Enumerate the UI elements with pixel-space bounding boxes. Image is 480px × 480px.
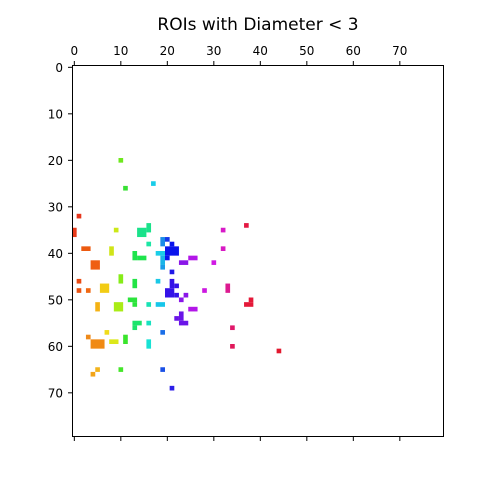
y-tick-label: 10 (48, 107, 63, 121)
plot-frame (72, 65, 444, 437)
roi-cell (85, 288, 91, 293)
roi-cell (276, 348, 282, 354)
roi-cell (220, 227, 226, 233)
roi-cell (169, 385, 175, 391)
roi-cell (178, 311, 184, 321)
roi-cell (90, 371, 96, 377)
roi-cell (165, 288, 175, 298)
roi-cell (151, 181, 156, 186)
roi-cell (178, 297, 184, 303)
y-tick-label: 0 (55, 61, 63, 75)
roi-cell (76, 288, 82, 293)
y-tick-label: 60 (48, 340, 63, 354)
roi-cell (169, 269, 175, 275)
roi-cell (113, 302, 124, 312)
x-tick-label: 70 (392, 44, 407, 58)
roi-cell (169, 278, 175, 289)
roi-cell (178, 260, 189, 265)
roi-cell (225, 283, 231, 293)
roi-cell (118, 158, 124, 163)
roi-cell (132, 325, 138, 331)
roi-cell (104, 330, 110, 335)
roi-cell (165, 246, 179, 256)
roi-cell (99, 283, 110, 293)
roi-cell (90, 339, 105, 349)
roi-cell (90, 260, 100, 270)
roi-cell (118, 367, 124, 372)
roi-cell (169, 241, 175, 247)
roi-cell (178, 320, 189, 326)
roi-cell (146, 223, 152, 233)
roi-cell (113, 227, 119, 233)
roi-cell (132, 251, 138, 261)
roi-cell (132, 302, 138, 307)
roi-cell (95, 302, 100, 312)
roi-cell (127, 297, 138, 303)
roi-cell (132, 278, 138, 289)
y-tick-label: 20 (48, 154, 63, 168)
roi-cell (146, 339, 152, 349)
roi-cell (132, 320, 142, 326)
roi-cell (174, 283, 179, 289)
roi-cell (183, 292, 189, 298)
roi-cell (188, 255, 198, 261)
roi-cell (109, 339, 119, 344)
roi-cell (174, 292, 179, 298)
roi-cells (72, 158, 282, 391)
roi-cell (211, 260, 217, 265)
roi-cell (155, 278, 161, 284)
roi-cell (230, 325, 235, 331)
x-tick-label: 20 (160, 44, 175, 58)
roi-cell (76, 213, 82, 219)
roi-cell (160, 237, 165, 247)
roi-cell (160, 367, 165, 372)
x-tick-label: 30 (206, 44, 221, 58)
x-tick-label: 40 (253, 44, 268, 58)
roi-cell (248, 297, 254, 303)
roi-cell (155, 302, 165, 307)
y-axis: 0 10 20 30 40 50 60 70 (48, 61, 72, 400)
roi-cell (146, 320, 152, 326)
roi-cell (137, 227, 147, 238)
roi-cell (123, 185, 128, 191)
roi-cell (188, 306, 198, 312)
y-tick-label: 30 (48, 200, 63, 214)
roi-cell (244, 302, 254, 307)
x-tick-label: 0 (71, 44, 79, 58)
x-axis: 0 10 20 30 40 50 60 70 (71, 44, 407, 441)
roi-cell (160, 264, 165, 270)
x-tick-label: 50 (299, 44, 314, 58)
roi-cell (160, 255, 165, 265)
roi-cell (85, 334, 91, 340)
roi-cell (146, 241, 152, 247)
roi-cell (230, 344, 235, 349)
roi-cell (174, 316, 179, 321)
roi-cell (202, 288, 207, 293)
roi-cell (165, 237, 170, 242)
y-tick-label: 50 (48, 293, 63, 307)
y-tick-label: 40 (48, 247, 63, 261)
x-tick-label: 60 (346, 44, 361, 58)
roi-cell (72, 227, 77, 238)
roi-cell (220, 246, 226, 251)
roi-cell (81, 246, 91, 251)
roi-cell (137, 255, 147, 261)
y-tick-label: 70 (48, 386, 63, 400)
roi-cell (109, 246, 114, 256)
roi-cell (155, 251, 165, 256)
x-tick-label: 10 (113, 44, 128, 58)
roi-cell (123, 334, 128, 344)
roi-cell (95, 367, 100, 372)
roi-cell (118, 274, 124, 284)
roi-cell (160, 330, 165, 335)
roi-cell (244, 223, 249, 228)
roi-cell (146, 302, 152, 307)
roi-cell (165, 255, 170, 261)
roi-cell (76, 278, 82, 284)
chart-title: ROIs with Diameter < 3 (157, 15, 359, 35)
